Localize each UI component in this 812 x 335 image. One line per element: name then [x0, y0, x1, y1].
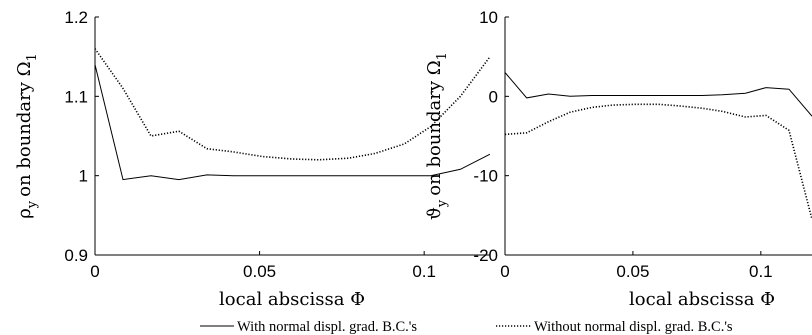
- left-y-ticks: 0.9 1 1.1 1.2: [64, 8, 99, 265]
- right-series-with-bc-line: [505, 72, 812, 117]
- left-x-tick-label: 0: [90, 262, 99, 281]
- left-x-tick-label: 0.1: [412, 262, 436, 281]
- right-x-tick-label: 0: [500, 262, 509, 281]
- right-x-tick-label: 0.1: [749, 262, 773, 281]
- right-x-tick-label: 0.05: [616, 262, 649, 281]
- right-x-ticks: 0 0.05 0.1: [500, 251, 773, 281]
- left-y-tick-label: 1.1: [64, 87, 88, 106]
- right-y-label-mid: on boundary Ω: [424, 60, 445, 195]
- left-y-tick-label: 1.2: [64, 8, 88, 27]
- right-y-axis-label: ϑy on boundary Ω1: [424, 52, 450, 220]
- left-y-tick-label: 1: [79, 167, 88, 186]
- left-chart: 0 0.05 0.1 0.911.11.2 local abscissa Φ ρyo…: [14, 8, 490, 310]
- legend-label-dotted: Without normal displ. grad. B.C.'s: [534, 319, 733, 335]
- left-y-tick-label: 0.9: [64, 246, 88, 265]
- left-x-tick-label: 0.05: [243, 262, 276, 281]
- right-y-label-sub: y: [435, 199, 450, 208]
- left-y-label-main: ρ: [14, 208, 35, 219]
- left-y-label-mid: on boundary Ω: [14, 61, 35, 196]
- legend-label-solid: With normal displ. grad. B.C.'s: [237, 319, 417, 335]
- right-y-tick-label: -20: [473, 246, 498, 265]
- right-y-label-sub2: 1: [435, 52, 450, 60]
- right-x-axis-label: local abscissa Φ: [629, 289, 775, 310]
- right-chart: 0 0.05 0.1 -20 -10 0 10 local abscissa Φ ϑy on…: [424, 8, 812, 310]
- left-chart-lines: [95, 48, 490, 181]
- right-y-tick-label: -10: [473, 167, 498, 186]
- left-y-axis-label: ρy on boundary Ω1: [14, 53, 40, 219]
- left-y-label-sub2: 1: [25, 53, 40, 61]
- left-x-ticks: 0 0.05 0.1: [90, 251, 436, 281]
- left-x-axis-label: local abscissa Φ: [219, 289, 365, 310]
- right-chart-lines: [505, 72, 812, 220]
- right-y-ticks: -20 -10 0 10: [473, 8, 509, 265]
- left-y-label-sub: y: [25, 200, 40, 209]
- left-series-with-bc-line: [95, 64, 490, 181]
- right-y-tick-label: 10: [479, 8, 498, 27]
- right-y-label-main: ϑ: [424, 207, 445, 220]
- legend: With normal displ. grad. B.C.'s Without …: [200, 319, 733, 335]
- right-series-without-bc-line: [505, 103, 812, 220]
- right-y-tick-label: 0: [489, 87, 498, 106]
